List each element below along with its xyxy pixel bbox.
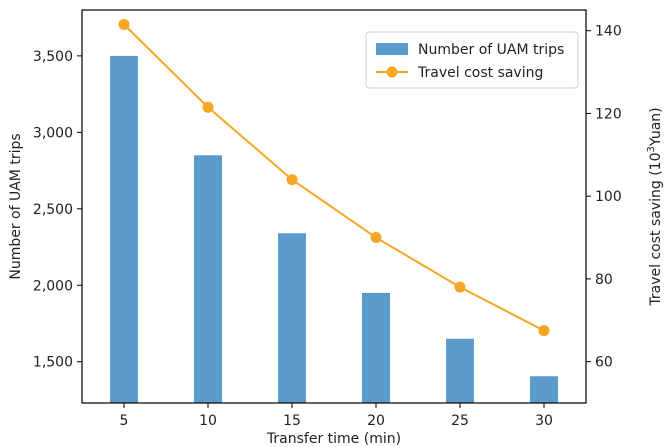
line-point-10 [202,101,214,113]
line-point-25 [454,281,466,293]
y-left-axis-label: Number of UAM trips [8,133,24,279]
bar-30 [530,376,558,403]
y-right-tick-label-60: 60 [595,355,613,371]
legend-box [365,31,579,89]
y-right-tick-label-120: 120 [595,106,622,122]
y-right-tick-label-140: 140 [595,24,622,40]
y-right-tick-label-100: 100 [595,189,622,205]
line-point-30 [538,325,550,337]
y-left-tick-label-1500: 1,500 [33,355,73,371]
line-point-15 [286,174,298,186]
x-axis-label: Transfer time (min) [266,431,401,447]
bar-series-group [110,55,558,403]
bar-15 [278,233,306,403]
y-right-axis-label: Travel cost saving (103Yuan) [646,107,664,306]
legend-line-marker [386,66,398,78]
plot-frame [81,9,587,404]
travel-cost-line [123,23,545,332]
y-right-label-suffix: Yuan) [648,107,664,147]
bar-25 [446,338,474,403]
y-left-tick-label-2000: 2,000 [33,278,73,294]
line-point-20 [370,232,382,244]
line-series-group [118,18,550,337]
x-tick-label-30: 30 [535,413,553,429]
y-right-label-prefix: Travel cost saving (10 [648,153,664,307]
x-tick-label-15: 15 [283,413,301,429]
x-tick-label-10: 10 [199,413,217,429]
x-tick-label-5: 5 [120,413,129,429]
bar-10 [194,155,222,403]
bar-5 [110,55,138,403]
y-left-tick-label-3500: 3,500 [33,49,73,65]
legend: Number of UAM trips Travel cost saving [365,31,579,89]
y-left-tick-label-2500: 2,500 [33,202,73,218]
legend-line-label: Travel cost saving [417,65,543,81]
legend-bar-label: Number of UAM trips [418,42,564,58]
bar-20 [362,292,390,403]
axes-group: 5 10 15 20 25 30 1,500 2,000 2,500 3,000 3,500 60 80… [33,9,622,429]
y-right-label-superscript: 3 [646,146,657,152]
line-point-5 [118,18,130,30]
legend-bar-swatch [376,43,408,55]
y-left-tick-label-3000: 3,000 [33,125,73,141]
y-right-tick-label-80: 80 [595,272,613,288]
x-tick-label-20: 20 [367,413,385,429]
x-tick-label-25: 25 [451,413,469,429]
